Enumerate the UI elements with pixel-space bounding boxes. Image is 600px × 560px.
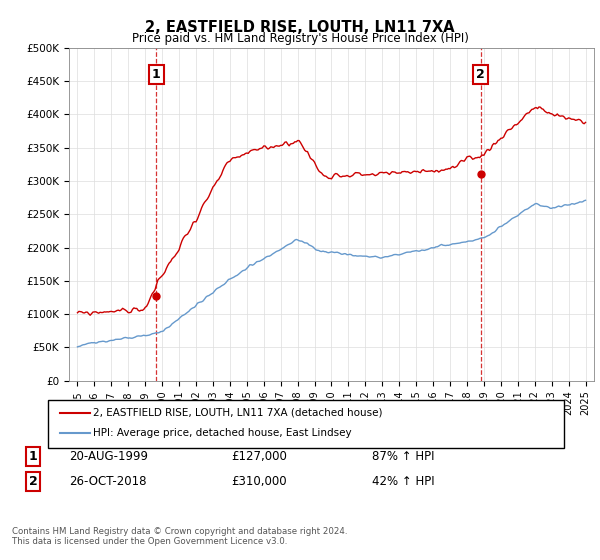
- Text: 2: 2: [29, 475, 37, 488]
- Text: 2: 2: [476, 68, 485, 81]
- Text: 1: 1: [29, 450, 37, 463]
- Text: 20-AUG-1999: 20-AUG-1999: [69, 450, 148, 463]
- Text: HPI: Average price, detached house, East Lindsey: HPI: Average price, detached house, East…: [93, 428, 352, 438]
- Text: Price paid vs. HM Land Registry's House Price Index (HPI): Price paid vs. HM Land Registry's House …: [131, 32, 469, 45]
- Text: 87% ↑ HPI: 87% ↑ HPI: [372, 450, 434, 463]
- Text: 2, EASTFIELD RISE, LOUTH, LN11 7XA: 2, EASTFIELD RISE, LOUTH, LN11 7XA: [145, 20, 455, 35]
- Text: 42% ↑ HPI: 42% ↑ HPI: [372, 475, 434, 488]
- Text: 2, EASTFIELD RISE, LOUTH, LN11 7XA (detached house): 2, EASTFIELD RISE, LOUTH, LN11 7XA (deta…: [93, 408, 383, 418]
- Text: 1: 1: [152, 68, 160, 81]
- Text: £310,000: £310,000: [231, 475, 287, 488]
- Text: Contains HM Land Registry data © Crown copyright and database right 2024.
This d: Contains HM Land Registry data © Crown c…: [12, 526, 347, 546]
- Text: £127,000: £127,000: [231, 450, 287, 463]
- Text: 26-OCT-2018: 26-OCT-2018: [69, 475, 146, 488]
